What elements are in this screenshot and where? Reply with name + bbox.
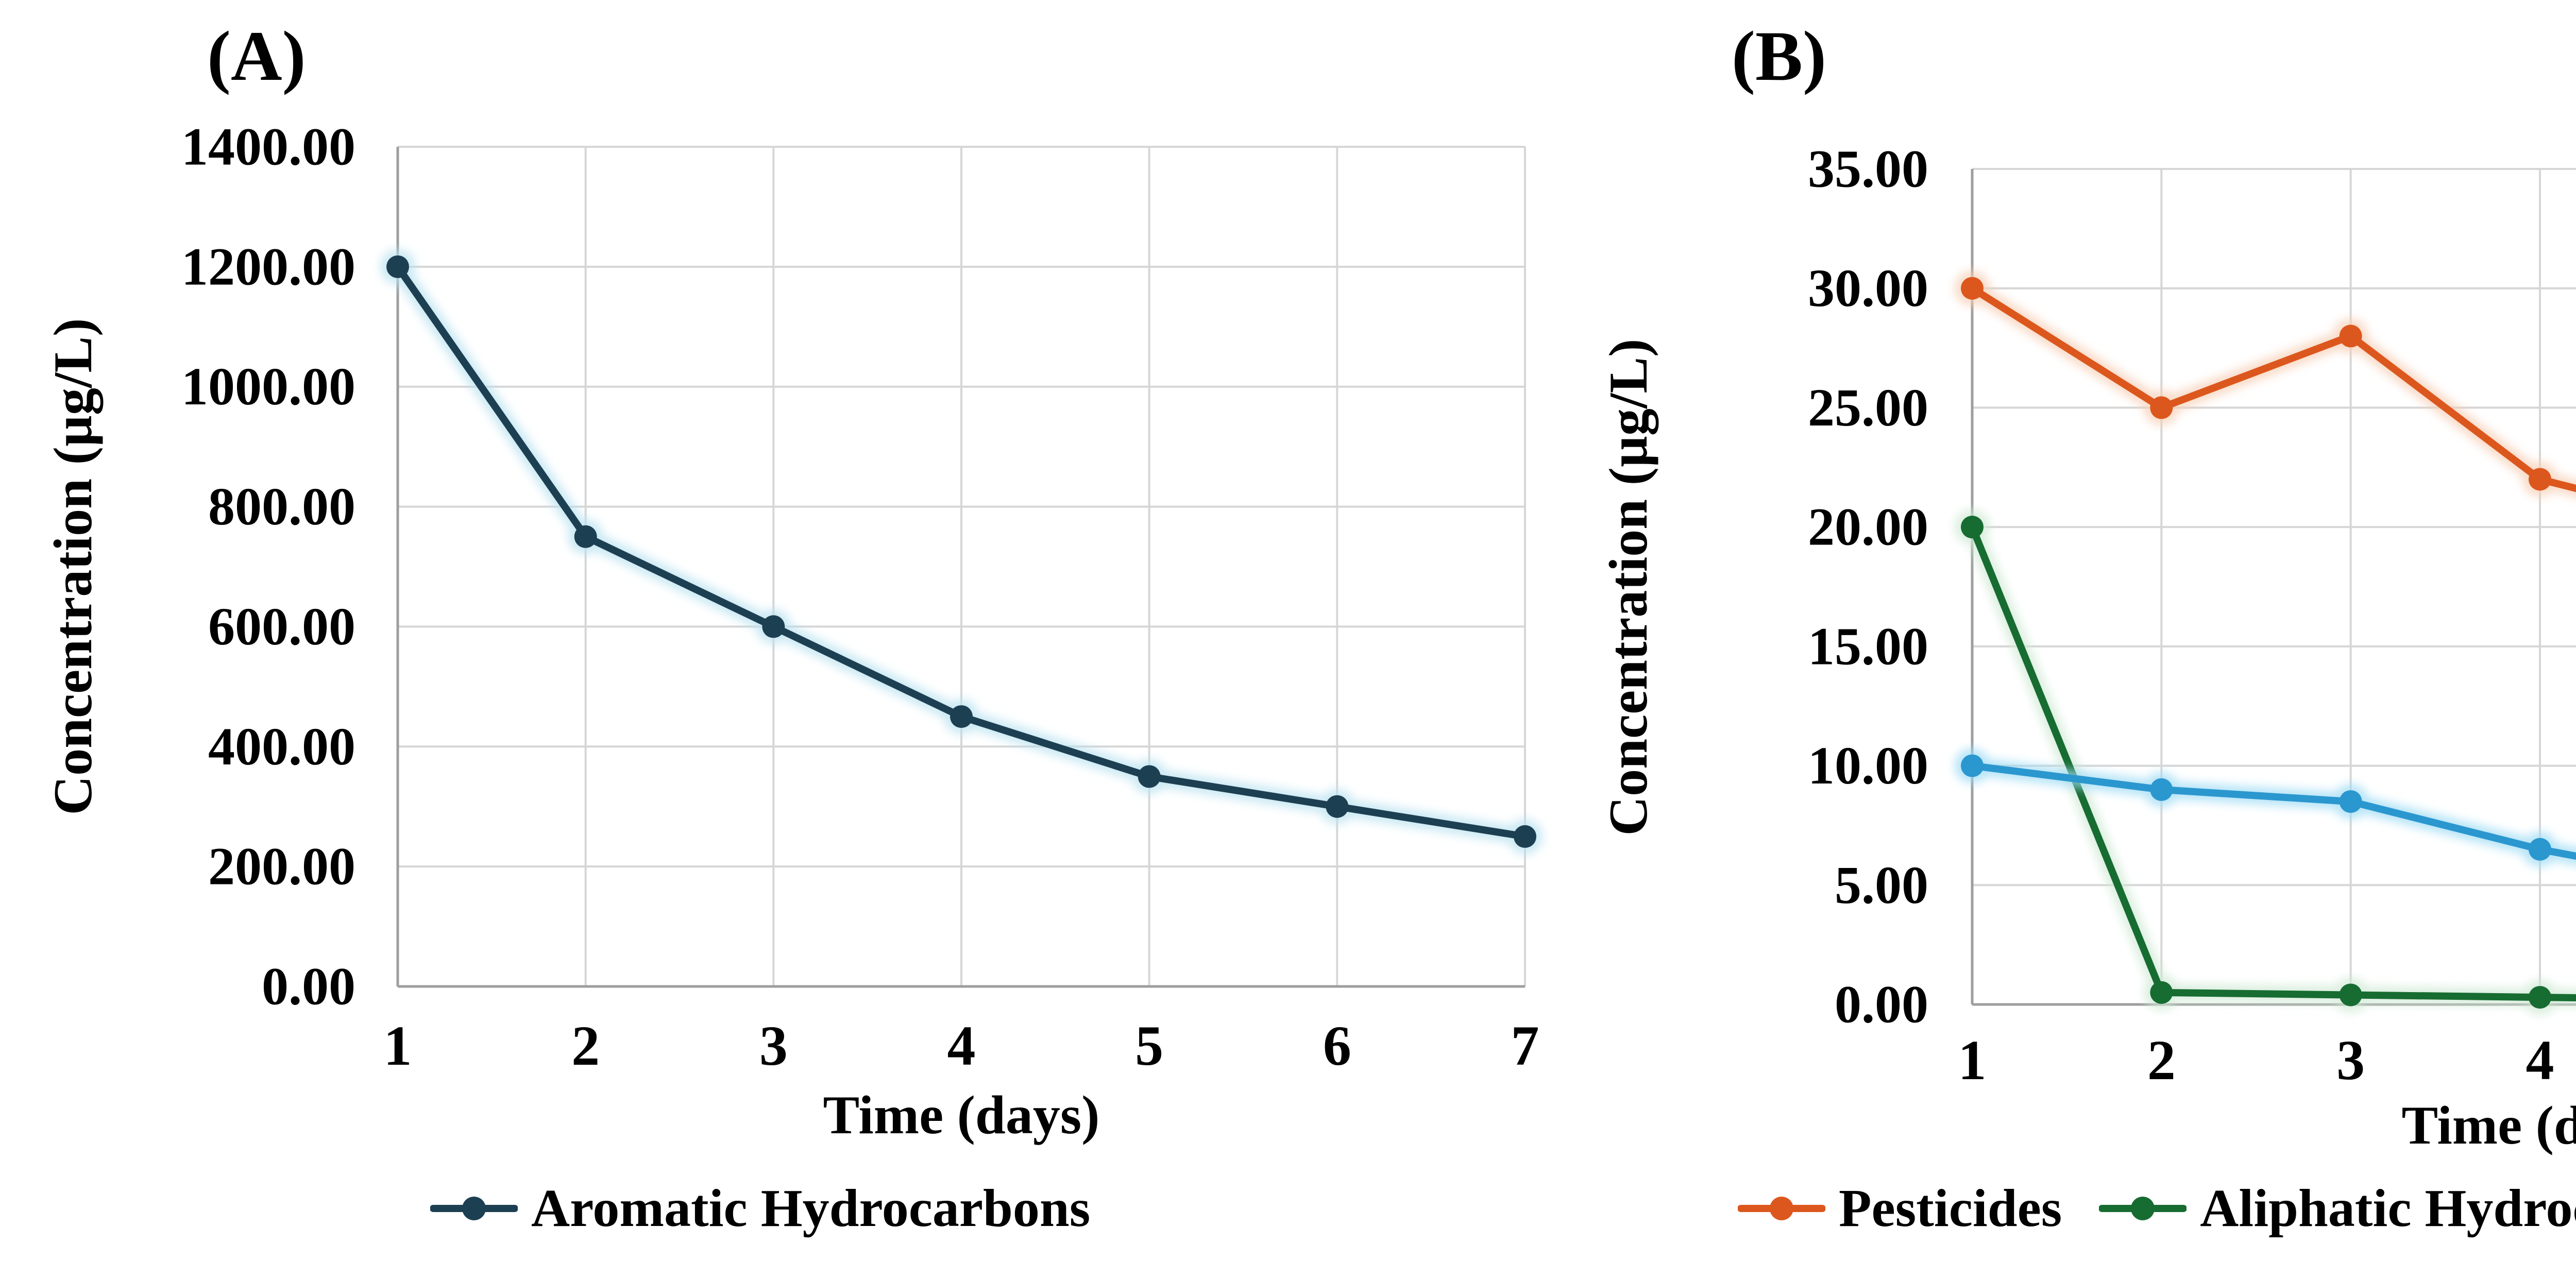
data-point-marker: [2529, 986, 2551, 1009]
x-tick-label: 3: [2336, 1029, 2365, 1092]
panel-b: 0.00 5.00 10.00 15.00 20.00 25.00 30.00 35.00 1 2…: [1568, 0, 2576, 1261]
series-phenols: [1961, 754, 2576, 861]
x-tick-label: 4: [2526, 1029, 2554, 1092]
data-point-marker: [2150, 981, 2173, 1004]
panel-a-label: (A): [207, 16, 306, 95]
legend-label-aromatic-hydrocarbons: Aromatic Hydrocarbons: [531, 1179, 1091, 1238]
y-tick-label: 0.00: [1835, 975, 1928, 1034]
series-aliphatic-hydrocarbons: [1961, 516, 2576, 1009]
legend-dot: [2131, 1197, 2155, 1220]
data-point-marker: [2150, 396, 2173, 419]
y-tick-label: 1000.00: [181, 357, 355, 416]
legend-marker-pesticides-icon: [1738, 1197, 1825, 1220]
legend-item-pesticides: Pesticides: [1738, 1168, 2062, 1249]
data-point-marker: [1961, 754, 1984, 777]
data-point-marker: [386, 255, 409, 278]
x-tick-label: 1: [1958, 1029, 1987, 1092]
data-point-marker: [762, 615, 785, 638]
legend-item-aliphatic-hydrocarbons: Aliphatic Hydrocarbons: [2099, 1168, 2576, 1249]
data-point-marker: [574, 525, 597, 548]
y-tick-label: 400.00: [208, 717, 355, 776]
data-point-marker: [2339, 790, 2362, 813]
y-tick-label: 600.00: [208, 597, 355, 656]
series-glow-line: [1963, 757, 2576, 865]
y-tick-label: 5.00: [1835, 856, 1928, 915]
y-tick-label: 800.00: [208, 477, 355, 536]
legend-dot: [462, 1197, 486, 1220]
chart-a-plot-area: 0.00 200.00 400.00 600.00 800.00 1000.00 1200.…: [181, 117, 1543, 1077]
chart-b-plot-area: 0.00 5.00 10.00 15.00 20.00 25.00 30.00 35.00 1 2…: [1808, 140, 2576, 1092]
data-point-marker: [2529, 838, 2551, 861]
y-tick-label: 200.00: [208, 837, 355, 896]
panel-b-y-axis-title: Concentration (µg/L): [1598, 338, 1658, 836]
x-tick-label: 1: [384, 1014, 412, 1077]
y-tick-label: 10.00: [1808, 736, 1928, 795]
series-aromatic-hydrocarbons: [386, 255, 1536, 848]
data-point-marker: [1326, 795, 1349, 818]
y-tick-label: 35.00: [1808, 140, 1928, 199]
data-point-marker: [1961, 277, 1984, 300]
series-glow-pesticides: [1955, 270, 2576, 498]
legend-marker-aliphatic-hydrocarbons-icon: [2099, 1197, 2187, 1220]
panel-a-legend: Aromatic Hydrocarbons: [430, 1168, 1090, 1249]
panel-a: 0.00 200.00 400.00 600.00 800.00 1000.00 1200.…: [43, 16, 1543, 1249]
data-point-marker: [1514, 825, 1536, 848]
x-tick-label: 2: [571, 1014, 600, 1077]
panel-b-label: (B): [1732, 16, 1826, 95]
data-point-marker: [950, 705, 973, 728]
data-point-marker: [2150, 778, 2173, 801]
x-tick-label: 5: [1135, 1014, 1163, 1077]
data-point-marker: [1138, 765, 1161, 788]
panel-b-x-axis-title: Time (days): [2401, 1095, 2576, 1155]
legend-dot: [1770, 1197, 1793, 1220]
legend-marker-aromatic-hydrocarbons-icon: [430, 1197, 518, 1220]
x-tick-label: 3: [759, 1014, 788, 1077]
x-tick-label: 4: [947, 1014, 976, 1077]
y-tick-label: 30.00: [1808, 259, 1928, 318]
y-tick-label: 25.00: [1808, 378, 1928, 437]
y-tick-label: 15.00: [1808, 617, 1928, 676]
data-point-marker: [2529, 468, 2551, 491]
series-line-pesticides: [1969, 284, 2576, 492]
y-tick-label: 20.00: [1808, 498, 1928, 557]
panel-a-x-axis-title: Time (days): [823, 1085, 1100, 1145]
data-point-marker: [2339, 983, 2362, 1007]
x-tick-label: 2: [2147, 1029, 2176, 1092]
legend-item-aromatic-hydrocarbons: Aromatic Hydrocarbons: [430, 1168, 1090, 1249]
data-point-marker: [1961, 516, 1984, 539]
data-point-marker: [2339, 325, 2362, 348]
y-tick-label: 1400.00: [181, 117, 355, 177]
y-tick-label: 1200.00: [181, 237, 355, 296]
legend-label-pesticides: Pesticides: [1839, 1179, 2062, 1238]
series-pesticides: [1961, 277, 2576, 492]
legend-label-aliphatic-hydrocarbons: Aliphatic Hydrocarbons: [2200, 1179, 2576, 1238]
x-tick-label: 7: [1511, 1014, 1539, 1077]
y-tick-label: 0.00: [262, 957, 355, 1016]
x-tick-label: 6: [1323, 1014, 1351, 1077]
panel-a-y-axis-title: Concentration (µg/L): [43, 318, 103, 815]
